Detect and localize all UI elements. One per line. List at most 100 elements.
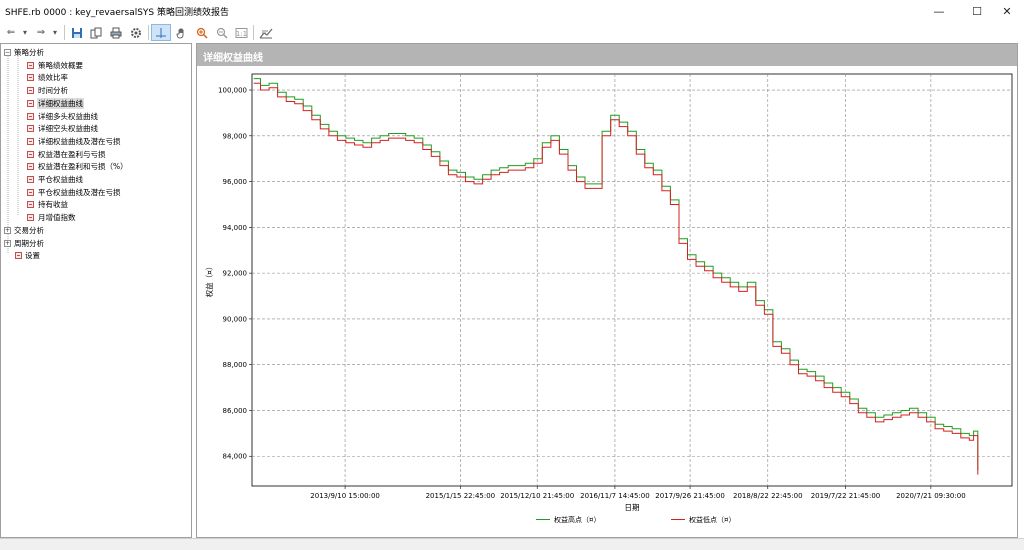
x-tick-label: 2013/9/10 15:00:00 — [310, 492, 380, 500]
tree-item[interactable]: 时间分析 — [27, 84, 69, 97]
settings-icon[interactable] — [128, 24, 144, 41]
report-icon — [27, 99, 34, 107]
legend-entry: 权益低点（¤） — [689, 515, 735, 524]
tree-group-1[interactable]: + 交易分析 — [4, 224, 44, 237]
toolbar-separator — [64, 25, 65, 40]
hand-icon[interactable] — [174, 24, 190, 41]
close-button[interactable]: ✕ — [1002, 4, 1012, 18]
report-icon — [27, 150, 34, 158]
tree-item-label: 权益潜在盈利和亏损（%） — [38, 162, 128, 172]
expand-icon[interactable]: + — [4, 239, 11, 247]
report-icon — [27, 163, 34, 171]
chart-icon[interactable] — [257, 24, 275, 41]
maximize-button[interactable]: ☐ — [972, 4, 982, 18]
tree-item[interactable]: 详细权益曲线 — [27, 97, 84, 110]
report-icon — [27, 176, 34, 183]
zoom-out-icon[interactable] — [214, 24, 230, 41]
x-axis-label: 日期 — [625, 503, 640, 512]
tree-group-label: 周期分析 — [14, 238, 44, 248]
x-tick-label: 2019/7/22 21:45:00 — [811, 492, 881, 500]
tree-item[interactable]: 月增值指数 — [27, 211, 77, 224]
panel-header: 详细权益曲线 — [197, 44, 1017, 66]
tree-item-label: 设置 — [25, 251, 40, 261]
x-tick-label: 2015/12/10 21:45:00 — [500, 492, 574, 500]
detail-panel: 详细权益曲线 84,000 86,000 88,000 90,000 92,000 94,… — [196, 43, 1018, 538]
navigation-tree: − 策略分析 策略绩效概要 绩效比率 时间分析 详细权益曲线 — [0, 43, 192, 538]
settings-report-icon — [15, 252, 22, 260]
right-edge-strip — [1018, 43, 1024, 538]
toolbar-separator — [253, 25, 254, 40]
report-icon — [27, 137, 34, 145]
toolbar-separator — [148, 25, 149, 40]
x-tick-label: 2018/8/22 22:45:00 — [733, 492, 803, 500]
y-tick-label: 90,000 — [223, 315, 248, 323]
report-icon — [27, 188, 34, 196]
tree-item[interactable]: 详细多头权益曲线 — [27, 110, 99, 123]
crosshair-icon[interactable] — [151, 24, 171, 41]
tree-item[interactable]: 策略绩效概要 — [27, 59, 84, 72]
print-icon[interactable] — [108, 24, 124, 41]
tree-item[interactable]: 平仓权益曲线 — [27, 173, 84, 186]
tree-group-2[interactable]: + 周期分析 — [4, 237, 44, 250]
tree-item[interactable]: 详细权益曲线及潜在亏损 — [27, 135, 122, 148]
y-tick-label: 100,000 — [218, 87, 247, 95]
tree-item-label: 月增值指数 — [38, 213, 76, 223]
y-tick-label: 98,000 — [223, 132, 248, 140]
dropdown-icon[interactable]: ▾ — [52, 28, 57, 37]
tree-item-label: 权益潜在盈利与亏损 — [38, 149, 106, 159]
tree-group-label: 策略分析 — [14, 48, 44, 57]
tree-item[interactable]: 平仓权益曲线及潜在亏损 — [27, 186, 122, 199]
copy-icon[interactable] — [88, 24, 104, 41]
save-icon[interactable] — [69, 24, 85, 41]
window-title: SHFE.rb 0000 : key_revaersalSYS 策略回测绩效报告 — [5, 8, 229, 18]
x-tick-label: 2016/11/7 14:45:00 — [580, 492, 650, 500]
tree-item-label: 时间分析 — [38, 86, 68, 96]
report-icon — [27, 214, 34, 222]
tree-item-label: 详细空头权益曲线 — [38, 124, 98, 134]
tree-item-label: 策略绩效概要 — [38, 60, 83, 70]
zoom-reset-icon[interactable]: 1:1 — [233, 24, 249, 41]
report-icon — [27, 87, 34, 95]
y-tick-label: 86,000 — [223, 407, 248, 415]
status-bar — [0, 538, 1024, 550]
dropdown-icon[interactable]: ▾ — [22, 28, 27, 37]
tree-item-label: 持有收益 — [38, 200, 68, 210]
zoom-in-icon[interactable] — [194, 24, 210, 41]
tree-group-0[interactable]: − 策略分析 — [4, 46, 44, 59]
legend-entry: 权益高点（¤） — [554, 515, 600, 524]
forward-icon[interactable]: ⇒ — [36, 27, 46, 38]
tree-item[interactable]: 详细空头权益曲线 — [27, 122, 99, 135]
back-icon[interactable]: ⇐ — [6, 27, 16, 38]
report-icon — [27, 61, 34, 69]
tree-item[interactable]: 绩效比率 — [27, 71, 69, 84]
tree-item-label: 平仓权益曲线及潜在亏损 — [38, 187, 121, 197]
y-axis-label: 权益（¤） — [204, 263, 214, 298]
series-line-low — [253, 82, 979, 475]
expand-icon[interactable]: + — [4, 226, 11, 234]
toolbar: ⇐ ▾ ⇒ ▾ 1:1 — [0, 22, 1024, 43]
tree-item-settings[interactable]: 设置 — [15, 249, 40, 262]
panel-title: 详细权益曲线 — [203, 53, 263, 64]
title-bar: SHFE.rb 0000 : key_revaersalSYS 策略回测绩效报告… — [0, 0, 1024, 22]
y-tick-label: 92,000 — [223, 270, 248, 278]
tree-item[interactable]: 持有收益 — [27, 198, 69, 211]
minimize-button[interactable]: — — [933, 4, 945, 18]
equity-curve-chart[interactable]: 84,000 86,000 88,000 90,000 92,000 94,000 96,0… — [197, 66, 1017, 537]
x-tick-label: 2015/1/15 22:45:00 — [426, 492, 496, 500]
tree-item-label: 详细多头权益曲线 — [38, 111, 98, 121]
x-tick-label: 2017/9/26 21:45:00 — [655, 492, 725, 500]
tree-item[interactable]: 权益潜在盈利和亏损（%） — [27, 160, 129, 173]
tree-group-label: 交易分析 — [14, 225, 44, 235]
tree-item-label: 详细权益曲线及潜在亏损 — [38, 136, 121, 146]
tree-item-label: 平仓权益曲线 — [38, 175, 83, 184]
report-icon — [27, 125, 34, 133]
tree-item[interactable]: 权益潜在盈利与亏损 — [27, 148, 107, 161]
report-icon — [27, 201, 34, 209]
tree-item-label: 绩效比率 — [38, 73, 68, 83]
y-tick-label: 88,000 — [223, 361, 248, 369]
report-icon — [27, 74, 34, 82]
collapse-icon[interactable]: − — [4, 49, 11, 56]
y-tick-label: 96,000 — [223, 178, 248, 186]
report-icon — [27, 112, 34, 120]
